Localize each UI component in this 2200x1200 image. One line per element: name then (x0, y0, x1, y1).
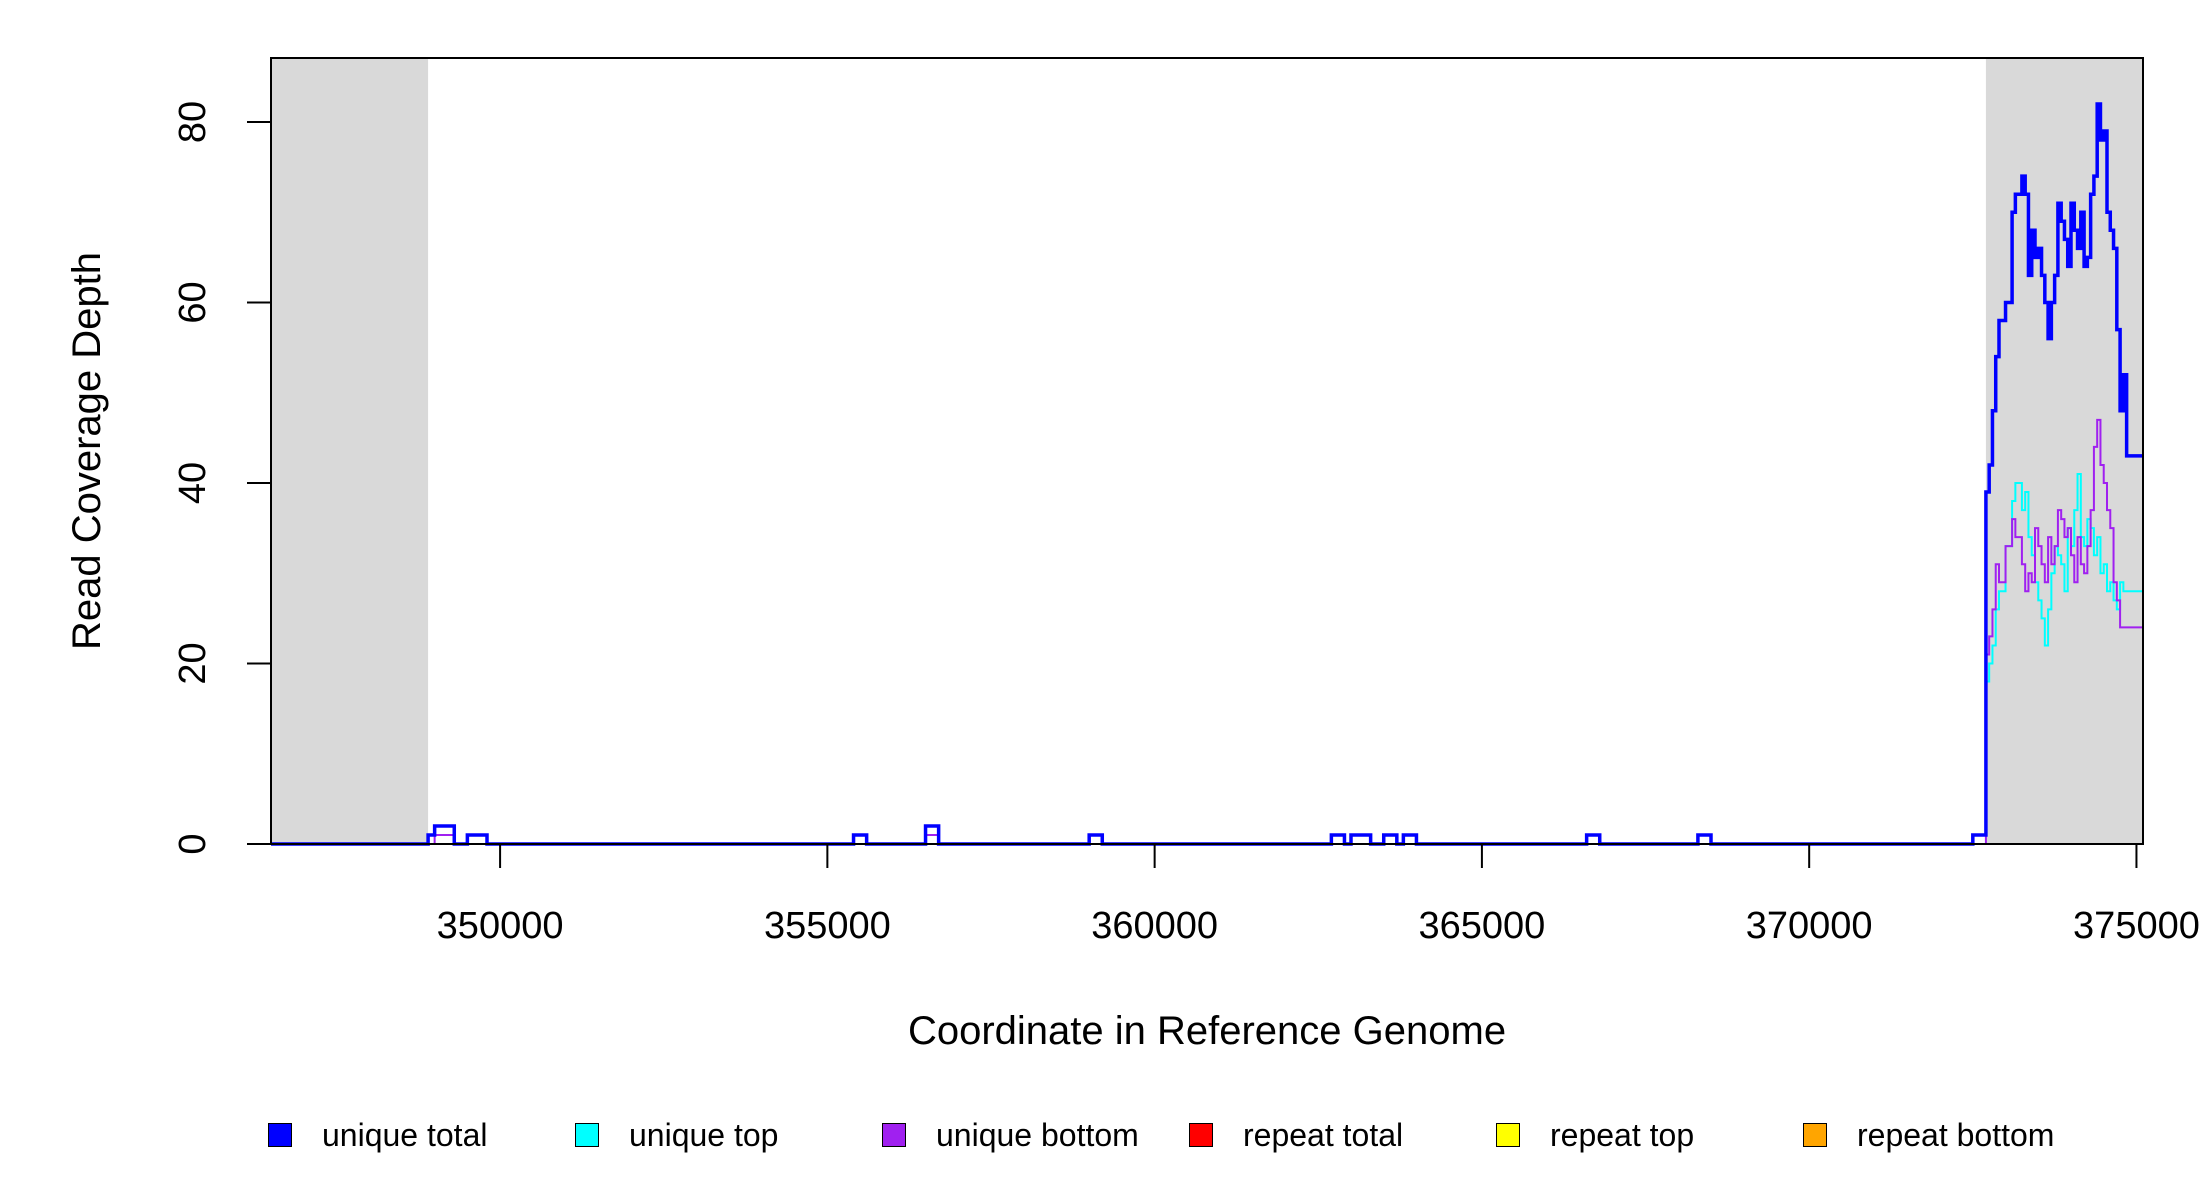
x-tick-label-360000: 360000 (1091, 905, 1218, 947)
legend-swatch-unique-top (575, 1123, 599, 1147)
series-line-unique-bottom (271, 418, 2143, 845)
legend-swatch-repeat-top (1496, 1123, 1520, 1147)
shaded-region-2 (1985, 58, 2143, 844)
y-axis-title: Read Coverage Depth (65, 252, 109, 650)
legend-item-repeat-top: repeat top (1496, 1110, 1694, 1160)
legend-swatch-unique-bottom (882, 1123, 906, 1147)
x-tick-label-350000: 350000 (437, 905, 564, 947)
legend-swatch-unique-total (268, 1123, 292, 1147)
legend-label-repeat-total: repeat total (1243, 1116, 1404, 1153)
legend-swatch-repeat-total (1189, 1123, 1213, 1147)
shaded-regions (271, 58, 2143, 844)
x-axis-title: Coordinate in Reference Genome (908, 1009, 1506, 1053)
legend-label-repeat-bottom: repeat bottom (1857, 1116, 2055, 1153)
y-tick-label-40: 40 (172, 462, 214, 504)
legend: unique total unique top unique bottom re… (0, 1110, 2200, 1160)
legend-item-repeat-bottom: repeat bottom (1803, 1110, 2054, 1160)
legend-label-unique-total: unique total (322, 1116, 488, 1153)
x-tick-label-375000: 375000 (2073, 905, 2200, 947)
legend-item-unique-total: unique total (268, 1110, 487, 1160)
series-line-unique-top (271, 472, 2143, 845)
x-axis: 350000 355000 360000 365000 370000 375000 (280, 843, 2200, 947)
x-tick-label-370000: 370000 (1746, 905, 1873, 947)
legend-label-repeat-top: repeat top (1550, 1116, 1695, 1153)
legend-swatch-repeat-bottom (1803, 1123, 1827, 1147)
series-line-unique-total (271, 102, 2143, 846)
x-tick-label-365000: 365000 (1419, 905, 1546, 947)
y-axis: 0 20 40 60 80 (172, 101, 271, 855)
y-tick-label-80: 80 (172, 101, 214, 143)
legend-item-unique-top: unique top (575, 1110, 778, 1160)
y-tick-label-0: 0 (172, 833, 214, 854)
legend-label-unique-bottom: unique bottom (936, 1116, 1139, 1153)
shaded-region-1 (271, 58, 429, 844)
legend-item-repeat-total: repeat total (1189, 1110, 1403, 1160)
x-tick-label-355000: 355000 (764, 905, 891, 947)
legend-label-unique-top: unique top (629, 1116, 779, 1153)
series-lines (271, 102, 2143, 846)
legend-item-unique-bottom: unique bottom (882, 1110, 1139, 1160)
plot-frame (270, 57, 2144, 845)
y-tick-label-20: 20 (172, 642, 214, 684)
y-tick-label-60: 60 (172, 281, 214, 323)
